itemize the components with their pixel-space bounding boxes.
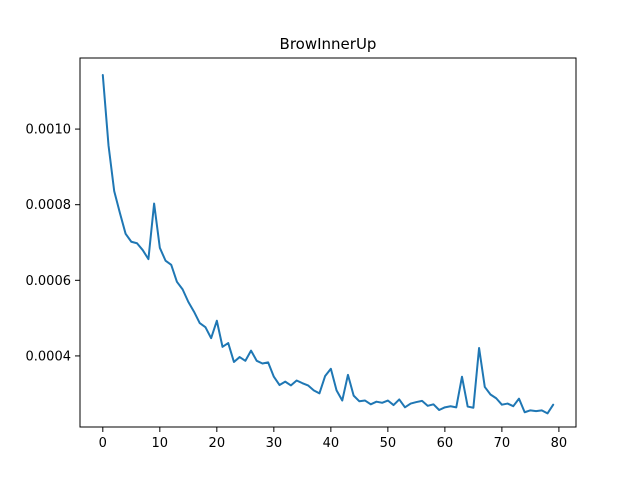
y-tick-label: 0.0006 bbox=[26, 274, 72, 289]
y-tick-label: 0.0004 bbox=[26, 349, 72, 364]
x-tick-label: 0 bbox=[99, 436, 107, 451]
x-tick-label: 70 bbox=[494, 436, 511, 451]
y-axis: 0.0004 0.0006 0.0008 0.0010 bbox=[26, 123, 80, 364]
y-tick-label: 0.0008 bbox=[26, 198, 72, 213]
x-tick-label: 60 bbox=[437, 436, 454, 451]
plot-area-frame bbox=[79, 57, 577, 428]
x-tick-label: 50 bbox=[380, 436, 397, 451]
x-tick-label: 20 bbox=[209, 436, 226, 451]
x-tick-label: 30 bbox=[266, 436, 283, 451]
x-axis: 0 10 20 30 40 50 60 70 80 bbox=[99, 427, 568, 451]
chart-title: BrowInnerUp bbox=[280, 35, 377, 53]
y-tick-label: 0.0010 bbox=[26, 123, 72, 138]
x-tick-label: 80 bbox=[551, 436, 568, 451]
x-tick-label: 40 bbox=[323, 436, 340, 451]
x-tick-label: 10 bbox=[152, 436, 169, 451]
series-line bbox=[101, 74, 555, 415]
